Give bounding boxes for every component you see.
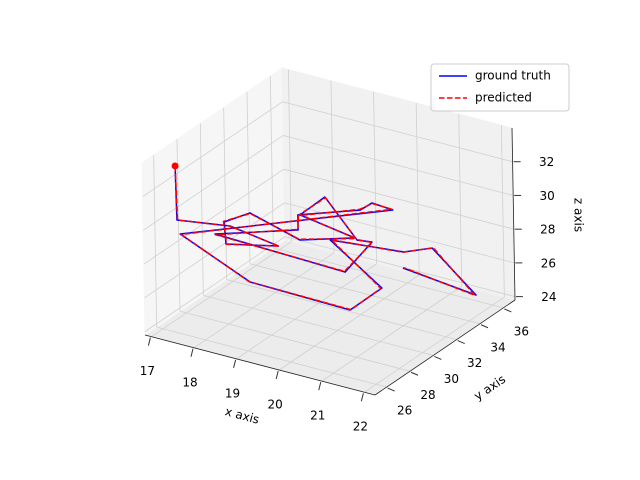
grid-line <box>236 263 377 360</box>
y-tick-label: 26 <box>397 404 412 418</box>
grid-line <box>151 241 292 337</box>
grid-line <box>144 236 286 332</box>
tick-mark <box>410 371 419 376</box>
grid-line <box>246 91 251 264</box>
grid-line <box>193 252 335 349</box>
trajectory-line <box>174 165 476 311</box>
y-tick-label: 34 <box>490 340 505 354</box>
grid-line <box>364 296 505 393</box>
y-axis-label: y axis <box>471 372 508 403</box>
tick-mark <box>360 393 364 402</box>
z-tick-label: 32 <box>539 155 554 169</box>
y-tick-label: 28 <box>420 388 435 402</box>
grid-line <box>226 279 457 340</box>
grid-line <box>273 247 504 309</box>
grid-line <box>203 295 434 356</box>
grid-line <box>415 102 420 276</box>
x-tick-label: 20 <box>268 398 283 412</box>
tick-mark <box>480 324 489 329</box>
x-tick-label: 21 <box>310 409 325 423</box>
grid-line <box>156 326 387 388</box>
grid-line <box>249 263 481 325</box>
tick-mark <box>434 355 442 360</box>
grid-line <box>179 310 411 372</box>
x-axis-label: x axis <box>223 404 260 427</box>
grid-line <box>283 168 514 230</box>
grid-line <box>199 123 204 296</box>
grid-line <box>330 80 335 253</box>
x-tick-label: 19 <box>225 386 240 400</box>
tick-mark <box>190 348 194 357</box>
legend-label: ground truth <box>475 69 551 83</box>
grid-line <box>142 135 284 231</box>
tick-mark <box>318 381 322 391</box>
legend-label: predicted <box>475 91 532 105</box>
tick-mark <box>147 337 151 346</box>
x-tick-label: 17 <box>140 364 155 378</box>
x-tick-label: 18 <box>182 375 197 389</box>
tick-mark <box>233 359 237 369</box>
axis-line <box>374 299 516 396</box>
tick-mark <box>275 370 279 380</box>
grid-line <box>458 114 463 287</box>
grid-line <box>282 101 513 163</box>
grid-line <box>153 155 158 328</box>
grid-line <box>373 91 377 264</box>
grid-line <box>142 101 283 198</box>
x-tick-label: 22 <box>353 420 368 434</box>
grid-line <box>284 236 516 298</box>
grid-line <box>500 125 505 298</box>
grid-line <box>321 285 462 382</box>
tick-mark <box>387 387 395 392</box>
axis-line <box>144 334 376 396</box>
z-axis-label: z axis <box>572 198 586 232</box>
z-tick-label: 30 <box>540 189 555 203</box>
start-marker <box>171 162 179 170</box>
grid-line <box>287 69 292 242</box>
grid-line <box>143 168 284 265</box>
z-tick-label: 28 <box>540 223 555 237</box>
y-tick-label: 36 <box>514 324 529 338</box>
y-tick-label: 32 <box>467 356 482 370</box>
grid-line <box>269 75 274 248</box>
legend: ground truth predicted <box>430 63 570 112</box>
grid-line <box>278 274 420 371</box>
axis-line <box>511 127 516 301</box>
y-tick-label: 30 <box>444 372 459 386</box>
grid-line <box>283 135 514 196</box>
grid-line <box>223 107 228 280</box>
z-tick-label: 26 <box>541 256 556 270</box>
tick-mark <box>457 340 465 345</box>
tick-mark <box>504 308 512 313</box>
z-tick-label: 24 <box>541 290 556 304</box>
